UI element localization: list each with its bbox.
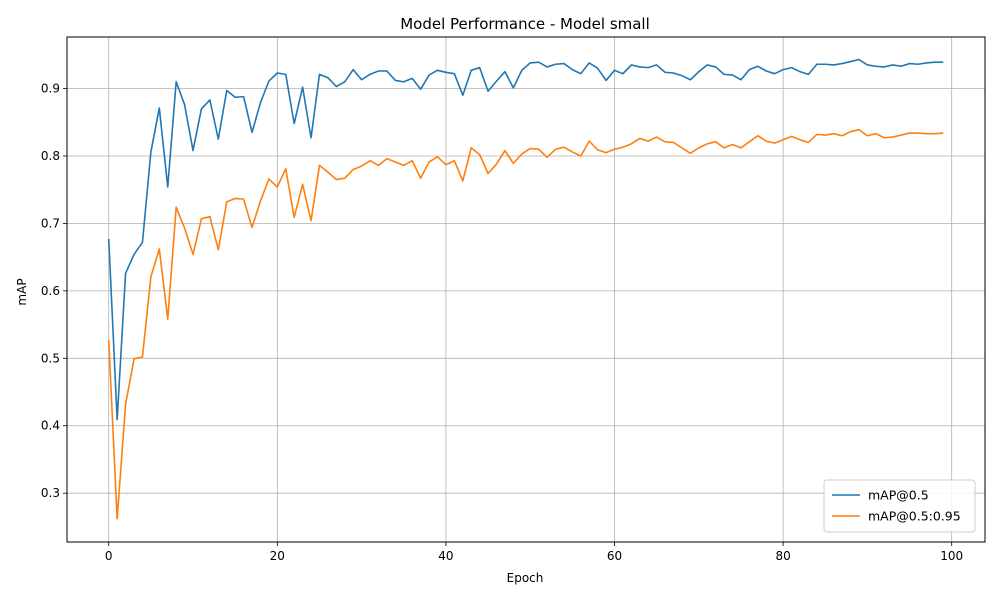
series-line-1 <box>107 58 944 421</box>
x-tick-label: 100 <box>940 549 963 563</box>
x-tick-label: 0 <box>105 549 113 563</box>
y-axis-title: mAP <box>15 278 29 305</box>
legend-label: mAP@0.5 <box>868 488 929 503</box>
x-tick-label: 40 <box>438 549 453 563</box>
y-tick-label: 0.5 <box>41 351 60 365</box>
y-tick-label: 0.9 <box>41 82 60 96</box>
x-axis-title: Epoch <box>507 571 544 585</box>
y-tick-label: 0.3 <box>41 486 60 500</box>
y-tick-label: 0.8 <box>41 149 60 163</box>
y-tick-label: 0.4 <box>41 419 60 433</box>
series-layer <box>107 58 944 520</box>
x-tick-label: 80 <box>775 549 790 563</box>
legend-box <box>823 479 976 533</box>
y-tick-label: 0.6 <box>41 284 60 298</box>
chart-title: Model Performance - Model small <box>400 15 650 33</box>
y-tick-label: 0.7 <box>41 216 60 230</box>
y-axis: 0.3 0.4 0.5 0.6 0.7 0.8 0.9 <box>41 82 67 500</box>
x-tick-label: 20 <box>270 549 285 563</box>
legend-label: mAP@0.5:0.95 <box>868 509 961 524</box>
series-line-2 <box>107 128 944 520</box>
plot-area-frame <box>66 36 986 543</box>
x-axis: 0 20 40 60 80 100 <box>105 542 963 563</box>
x-tick-label: 60 <box>607 549 622 563</box>
legend: mAP@0.5 mAP@0.5:0.95 <box>823 479 976 533</box>
